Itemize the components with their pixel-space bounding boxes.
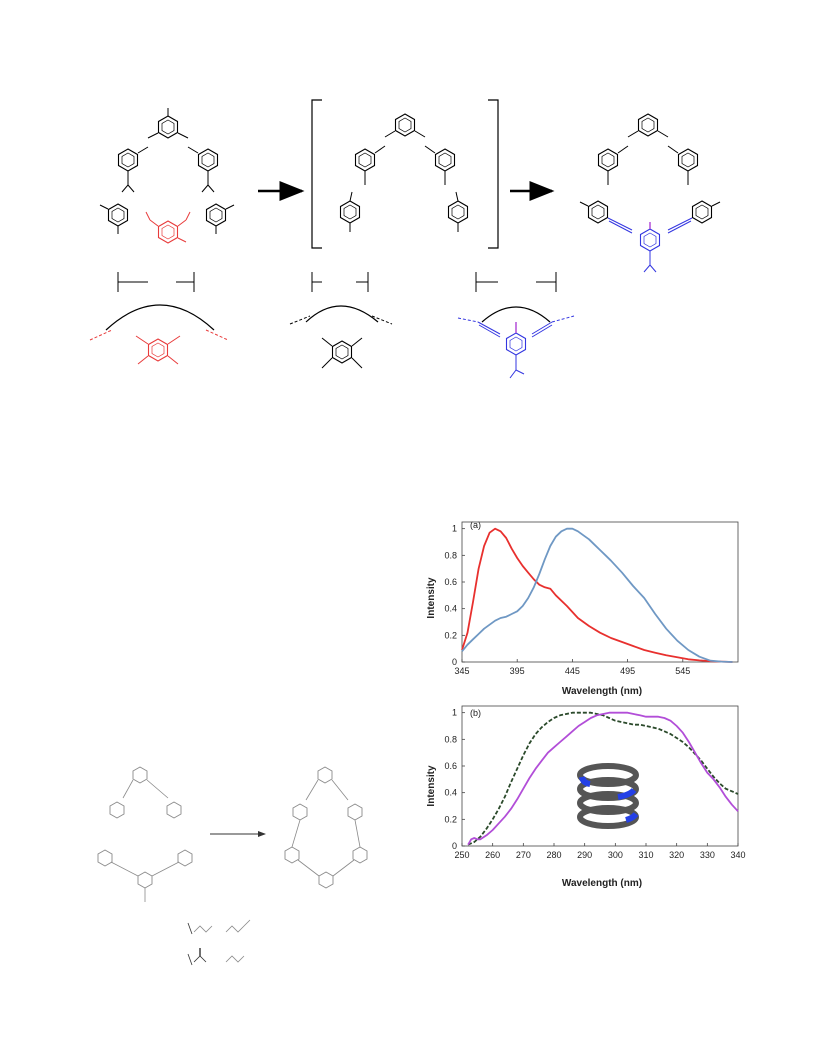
y-tick-label: 0.6 (444, 577, 457, 587)
macrocycle-structure-1 (99, 108, 235, 244)
gray-reaction-scheme (97, 766, 368, 966)
plot-frame (461, 705, 739, 847)
x-tick-label: 310 (638, 850, 653, 860)
helix-icon (577, 763, 639, 829)
x-tick-label: 340 (730, 850, 745, 860)
y-tick-label: 1 (452, 708, 457, 718)
emission-spectrum-chart-a: (a) 345 395 445 495 545 0 0.2 0.4 0.6 0.8 1 Wavele… (426, 520, 739, 697)
panel-label: (b) (470, 708, 481, 718)
x-tick-label: 250 (454, 850, 469, 860)
series-line-1 (467, 711, 739, 846)
y-tick-label: 0.4 (444, 788, 457, 798)
macrocycle-structure-product (579, 113, 721, 273)
x-tick-label: 270 (516, 850, 531, 860)
x-tick-label: 260 (485, 850, 500, 860)
fragment-black (289, 272, 393, 369)
plot-area: 345 395 445 495 545 0 0.2 0.4 0.6 0.8 1 (444, 521, 739, 676)
y-tick-label: 0.2 (444, 630, 457, 640)
product-structure (284, 766, 368, 889)
series-line-2 (467, 711, 739, 846)
series-line-1 (461, 527, 733, 663)
y-tick-label: 1 (452, 524, 457, 534)
x-axis-title: Wavelength (nm) (562, 878, 642, 889)
x-tick-label: 290 (577, 850, 592, 860)
series-line-2 (461, 527, 733, 663)
reaction-scheme (89, 99, 721, 379)
fragment-red (89, 272, 229, 365)
x-tick-label: 280 (546, 850, 561, 860)
fragment-blue (457, 272, 575, 379)
substituent-legend (187, 919, 251, 966)
y-tick-label: 0.2 (444, 814, 457, 824)
y-tick-label: 0.8 (444, 734, 457, 744)
excitation-spectrum-chart-b: (b) 250 260 270 280 290 300 310 320 330 340 0 0.2 0.… (426, 705, 746, 889)
x-tick-label: 395 (510, 666, 525, 676)
y-tick-label: 0 (452, 657, 457, 667)
x-tick-label: 300 (608, 850, 623, 860)
x-tick-label: 445 (565, 666, 580, 676)
y-axis-title: Intensity (426, 765, 437, 807)
bracketed-intermediate (311, 99, 499, 249)
x-tick-label: 495 (620, 666, 635, 676)
x-axis-title: Wavelength (nm) (562, 686, 642, 697)
y-axis-title: Intensity (426, 577, 437, 619)
y-tick-label: 0.8 (444, 550, 457, 560)
y-tick-label: 0.4 (444, 604, 457, 614)
x-tick-label: 345 (454, 666, 469, 676)
y-tick-label: 0.6 (444, 761, 457, 771)
y-tick-label: 0 (452, 841, 457, 851)
x-tick-label: 545 (675, 666, 690, 676)
plot-area: 250 260 270 280 290 300 310 320 330 340 0 0.2 0.4 0.6… (444, 705, 746, 860)
plot-frame (461, 521, 739, 663)
reactant-structure (97, 766, 193, 902)
x-tick-label: 320 (669, 850, 684, 860)
x-tick-label: 330 (700, 850, 715, 860)
panel-label: (a) (470, 520, 481, 530)
